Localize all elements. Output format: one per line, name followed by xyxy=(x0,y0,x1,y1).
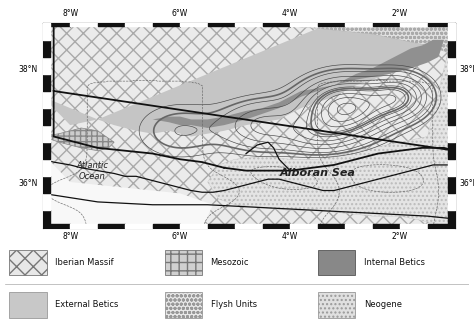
Bar xyxy=(9,250,46,275)
Text: Neogene: Neogene xyxy=(364,300,402,309)
Polygon shape xyxy=(290,23,455,57)
Text: Internal Betics: Internal Betics xyxy=(364,258,425,267)
Polygon shape xyxy=(153,40,444,128)
Bar xyxy=(9,292,46,318)
Text: Flysh Units: Flysh Units xyxy=(210,300,256,309)
Polygon shape xyxy=(43,128,114,151)
Text: Mesozoic: Mesozoic xyxy=(210,258,249,267)
Polygon shape xyxy=(43,154,213,228)
Polygon shape xyxy=(208,23,455,227)
Text: Alboran Sea: Alboran Sea xyxy=(280,168,356,178)
Bar xyxy=(319,250,356,275)
Polygon shape xyxy=(43,23,455,227)
Bar xyxy=(165,292,202,318)
Bar xyxy=(165,250,202,275)
Bar xyxy=(319,292,356,318)
Polygon shape xyxy=(43,23,455,136)
Text: Atlantic
Ocean: Atlantic Ocean xyxy=(76,161,108,181)
Text: Iberian Massif: Iberian Massif xyxy=(55,258,114,267)
Text: External Betics: External Betics xyxy=(55,300,118,309)
